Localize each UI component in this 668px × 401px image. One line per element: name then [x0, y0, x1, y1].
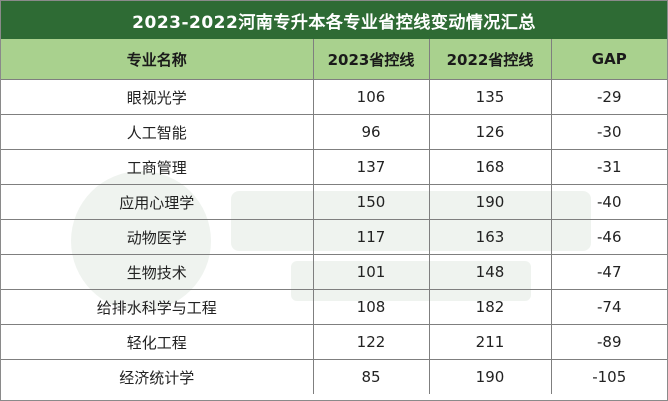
header-2022-line: 2022省控线: [428, 39, 552, 80]
score-2023-cell: 106: [312, 79, 430, 115]
major-name-cell: 应用心理学: [1, 184, 314, 220]
table-row: 给排水科学与工程 108 182 -74: [1, 289, 667, 325]
gap-cell: -31: [550, 149, 667, 185]
major-name-cell: 经济统计学: [1, 359, 314, 394]
table-row: 眼视光学 106 135 -29: [1, 79, 667, 115]
major-name-cell: 轻化工程: [1, 324, 314, 360]
score-2022-cell: 211: [428, 324, 552, 360]
major-name-cell: 眼视光学: [1, 79, 314, 115]
table-row: 应用心理学 150 190 -40: [1, 184, 667, 220]
major-name-cell: 生物技术: [1, 254, 314, 290]
gap-cell: -40: [550, 184, 667, 220]
header-2023-line: 2023省控线: [312, 39, 430, 80]
table-row: 人工智能 96 126 -30: [1, 114, 667, 150]
major-name-cell: 动物医学: [1, 219, 314, 255]
score-2023-cell: 122: [312, 324, 430, 360]
major-name-cell: 人工智能: [1, 114, 314, 150]
header-gap: GAP: [550, 39, 667, 80]
score-2023-cell: 117: [312, 219, 430, 255]
gap-cell: -46: [550, 219, 667, 255]
gap-cell: -29: [550, 79, 667, 115]
score-2023-cell: 137: [312, 149, 430, 185]
table-row: 经济统计学 85 190 -105: [1, 359, 667, 394]
score-2022-cell: 163: [428, 219, 552, 255]
table-row: 轻化工程 122 211 -89: [1, 324, 667, 360]
score-2023-cell: 108: [312, 289, 430, 325]
header-row: 专业名称 2023省控线 2022省控线 GAP: [1, 39, 667, 80]
score-2022-cell: 126: [428, 114, 552, 150]
score-2022-cell: 148: [428, 254, 552, 290]
major-name-cell: 工商管理: [1, 149, 314, 185]
score-2023-cell: 85: [312, 359, 430, 394]
gap-cell: -89: [550, 324, 667, 360]
score-2022-cell: 190: [428, 184, 552, 220]
score-2022-cell: 135: [428, 79, 552, 115]
table-row: 工商管理 137 168 -31: [1, 149, 667, 185]
score-2022-cell: 190: [428, 359, 552, 394]
score-2022-cell: 182: [428, 289, 552, 325]
table-title: 2023-2022河南专升本各专业省控线变动情况汇总: [1, 1, 667, 39]
score-2022-cell: 168: [428, 149, 552, 185]
gap-cell: -105: [550, 359, 667, 394]
gap-cell: -74: [550, 289, 667, 325]
header-major-name: 专业名称: [1, 39, 314, 80]
data-table: 专业名称 2023省控线 2022省控线 GAP 眼视光学 106 135 -2…: [1, 39, 667, 394]
table-row: 生物技术 101 148 -47: [1, 254, 667, 290]
score-2023-cell: 150: [312, 184, 430, 220]
table-row: 动物医学 117 163 -46: [1, 219, 667, 255]
major-name-cell: 给排水科学与工程: [1, 289, 314, 325]
gap-cell: -47: [550, 254, 667, 290]
score-2023-cell: 96: [312, 114, 430, 150]
score-2023-cell: 101: [312, 254, 430, 290]
gap-cell: -30: [550, 114, 667, 150]
